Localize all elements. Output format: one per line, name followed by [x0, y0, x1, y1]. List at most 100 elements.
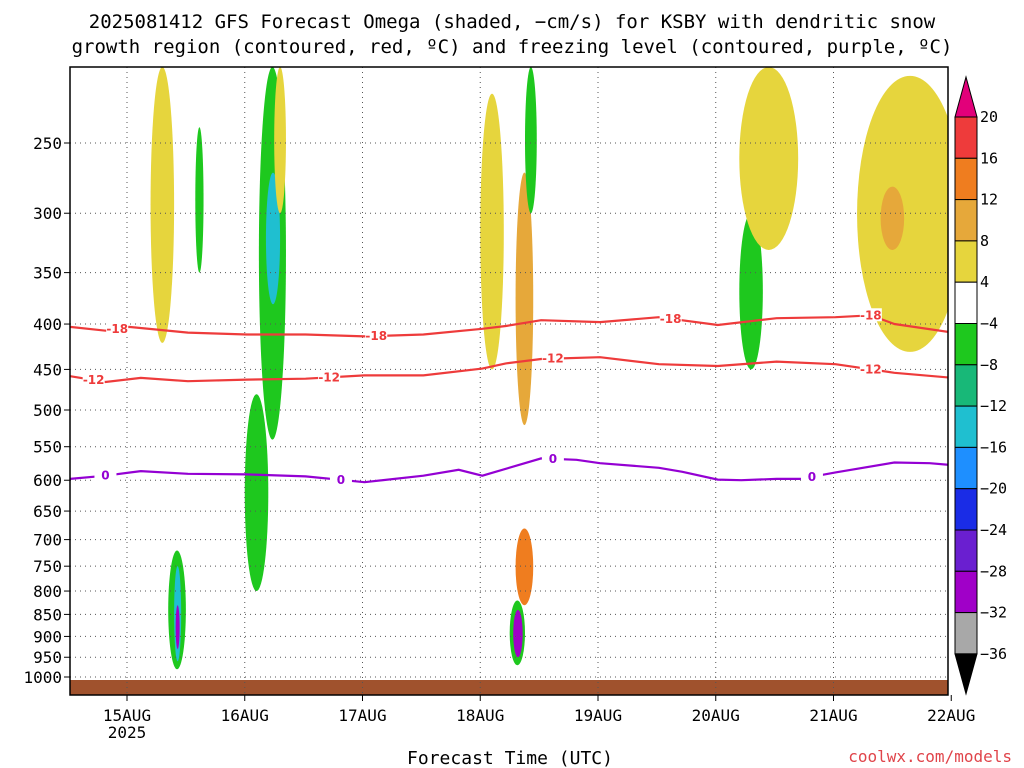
contour-label-0: 0 — [808, 470, 816, 484]
omega-shaded-region-12 — [515, 528, 534, 606]
colorbar-tick-label-10: −24 — [980, 521, 1007, 539]
chart-title-line1: 2025081412 GFS Forecast Omega (shaded, −… — [89, 11, 936, 33]
contour-label-bg — [329, 472, 352, 486]
colorbar-bin-3 — [954, 199, 978, 242]
omega-shaded-region-8 — [244, 394, 269, 592]
x-tick-label-21AUG: 21AUG — [809, 706, 857, 725]
colorbar: 20 16 12 8 4 −4 −8 −12 −16 −20 −24 −28 −32 −36 — [954, 75, 1007, 696]
x-tick-label-18AUG: 18AUG — [456, 706, 504, 725]
x-tick-label-15AUG: 15AUG — [103, 706, 151, 725]
colorbar-tick-label-0: 20 — [980, 108, 998, 126]
contour-label--12: -12 — [860, 362, 882, 376]
contour-label-bg — [94, 468, 117, 482]
omega-shaded-region-20 — [987, 467, 1011, 528]
colorbar-bin-12 — [954, 570, 978, 614]
contour-label-0: 0 — [549, 452, 557, 466]
dendritic-contour--18 — [70, 314, 948, 338]
y-tick-label-950: 950 — [33, 648, 62, 667]
omega-shaded-region-11 — [524, 67, 537, 214]
dendritic-contour--12 — [70, 356, 948, 384]
colorbar-bin-9 — [954, 446, 978, 490]
omega-shaded-region-9 — [480, 93, 504, 370]
contour-label--12: -12 — [83, 373, 105, 387]
x-tick-label-20AUG: 20AUG — [692, 706, 740, 725]
colorbar-tick-label-9: −20 — [980, 480, 1007, 498]
y-tick-label-300: 300 — [33, 204, 62, 223]
colorbar-bin-10 — [954, 488, 978, 531]
omega-shaded-region-4 — [175, 605, 180, 650]
omega-shaded-region-18 — [880, 186, 905, 250]
x-tick-label-22AUG: 22AUG — [927, 706, 975, 725]
colorbar-tick-label-7: −12 — [980, 397, 1007, 415]
contour-label-bg — [82, 373, 105, 387]
contour-label-bg — [859, 308, 882, 322]
credit-text: coolwx.com/models — [848, 747, 1012, 766]
omega-shaded-region-7 — [274, 67, 286, 214]
colorbar-tick-label-8: −16 — [980, 438, 1007, 456]
contour-label-bg — [859, 362, 882, 376]
colorbar-top-arrow — [954, 75, 978, 118]
chart-title-line2: growth region (contoured, red, ºC) and f… — [72, 36, 953, 58]
colorbar-bin-2 — [954, 157, 978, 201]
y-tick-label-750: 750 — [33, 557, 62, 576]
omega-shaded-region-1 — [195, 127, 204, 273]
contour-label--18: -18 — [860, 308, 882, 322]
contour-label--18: -18 — [106, 322, 128, 336]
ground-surface — [70, 680, 948, 695]
y-tick-label-550: 550 — [33, 438, 62, 457]
contour-label--12: -12 — [318, 370, 340, 384]
omega-shaded-region-0 — [150, 67, 175, 343]
omega-shaded-region-16 — [739, 67, 799, 250]
x-year-label: 2025 — [108, 723, 147, 742]
plot-area: -18 -18 -18 -18 -12 -12 -12 -12 0 0 0 0 250 300 350 400… — [23, 66, 1011, 742]
x-tick-label-16AUG: 16AUG — [221, 706, 269, 725]
colorbar-tick-label-2: 12 — [980, 191, 998, 209]
contour-label-0: 0 — [101, 469, 109, 483]
colorbar-bin-7 — [954, 364, 978, 407]
y-tick-label-400: 400 — [33, 315, 62, 334]
colorbar-bin-11 — [954, 529, 978, 572]
y-tick-label-450: 450 — [33, 360, 62, 379]
contour-label-bg — [106, 321, 129, 335]
x-tick-label-17AUG: 17AUG — [338, 706, 386, 725]
contour-label-bg — [800, 469, 823, 483]
colorbar-tick-label-1: 16 — [980, 149, 998, 167]
contour-label--12: -12 — [542, 352, 564, 366]
colorbar-tick-label-12: −32 — [980, 604, 1007, 622]
contour-label-bg — [365, 328, 388, 342]
x-axis-label: Forecast Time (UTC) — [407, 748, 613, 768]
y-tick-label-900: 900 — [33, 627, 62, 646]
omega-shaded-region-14 — [513, 609, 523, 658]
y-tick-label-350: 350 — [33, 264, 62, 283]
colorbar-bottom-arrow — [954, 653, 978, 696]
colorbar-tick-label-13: −36 — [980, 645, 1007, 663]
contour-label-bg — [541, 451, 564, 465]
y-tick-label-850: 850 — [33, 605, 62, 624]
y-tick-label-250: 250 — [33, 134, 62, 153]
colorbar-bin-5 — [954, 281, 978, 325]
colorbar-tick-label-11: −28 — [980, 562, 1007, 580]
y-tick-label-800: 800 — [33, 582, 62, 601]
colorbar-tick-label-6: −8 — [980, 356, 998, 374]
y-tick-label-650: 650 — [33, 502, 62, 521]
y-tick-label-1000: 1000 — [23, 668, 62, 687]
colorbar-bin-4 — [954, 240, 978, 283]
plot-clip-group: -18 -18 -18 -18 -12 -12 -12 -12 0 0 0 0 — [70, 67, 1011, 695]
colorbar-bin-8 — [954, 405, 978, 448]
colorbar-bin-1 — [954, 116, 978, 159]
contour-label-bg — [541, 351, 564, 365]
contour-label--18: -18 — [660, 312, 682, 326]
colorbar-tick-label-5: −4 — [980, 315, 998, 333]
omega-shaded-region-6 — [265, 172, 281, 305]
y-tick-label-600: 600 — [33, 471, 62, 490]
contour-label-0: 0 — [337, 473, 345, 487]
contour-label-bg — [318, 370, 341, 384]
contour-label-bg — [659, 311, 682, 325]
colorbar-tick-label-3: 8 — [980, 232, 989, 250]
x-tick-label-19AUG: 19AUG — [574, 706, 622, 725]
colorbar-bin-6 — [954, 323, 978, 366]
y-tick-label-500: 500 — [33, 401, 62, 420]
colorbar-bin-13 — [954, 612, 978, 655]
omega-shaded-region-15 — [739, 213, 763, 370]
contour-label--18: -18 — [365, 329, 387, 343]
